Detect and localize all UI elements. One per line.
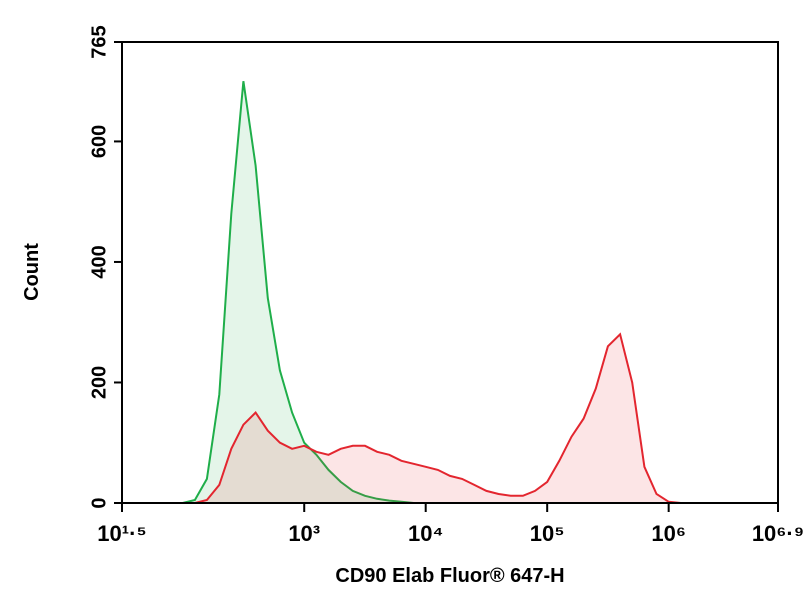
x-tick-label: 10⁵ — [530, 521, 565, 546]
y-axis-label: Count — [21, 243, 43, 301]
series-area — [182, 334, 681, 503]
x-tick-label: 10¹·⁵ — [97, 521, 146, 546]
x-tick-label: 10⁶ — [651, 521, 686, 546]
y-tick-label: 400 — [88, 245, 110, 278]
plot-frame — [121, 41, 779, 504]
x-tick-label: 10⁴ — [408, 521, 443, 546]
y-tick-label: 200 — [88, 366, 110, 399]
y-tick-label: 600 — [88, 125, 110, 158]
series-area — [182, 81, 414, 503]
y-tick-label: 0 — [88, 497, 110, 508]
x-axis-label: CD90 Elab Fluor® 647-H — [335, 565, 564, 587]
y-tick-label: 765 — [88, 25, 110, 58]
x-tick-label: 10⁶·⁹ — [752, 521, 804, 546]
series-line — [182, 81, 414, 504]
x-tick-label: 10³ — [288, 521, 320, 546]
series-line — [182, 332, 681, 504]
